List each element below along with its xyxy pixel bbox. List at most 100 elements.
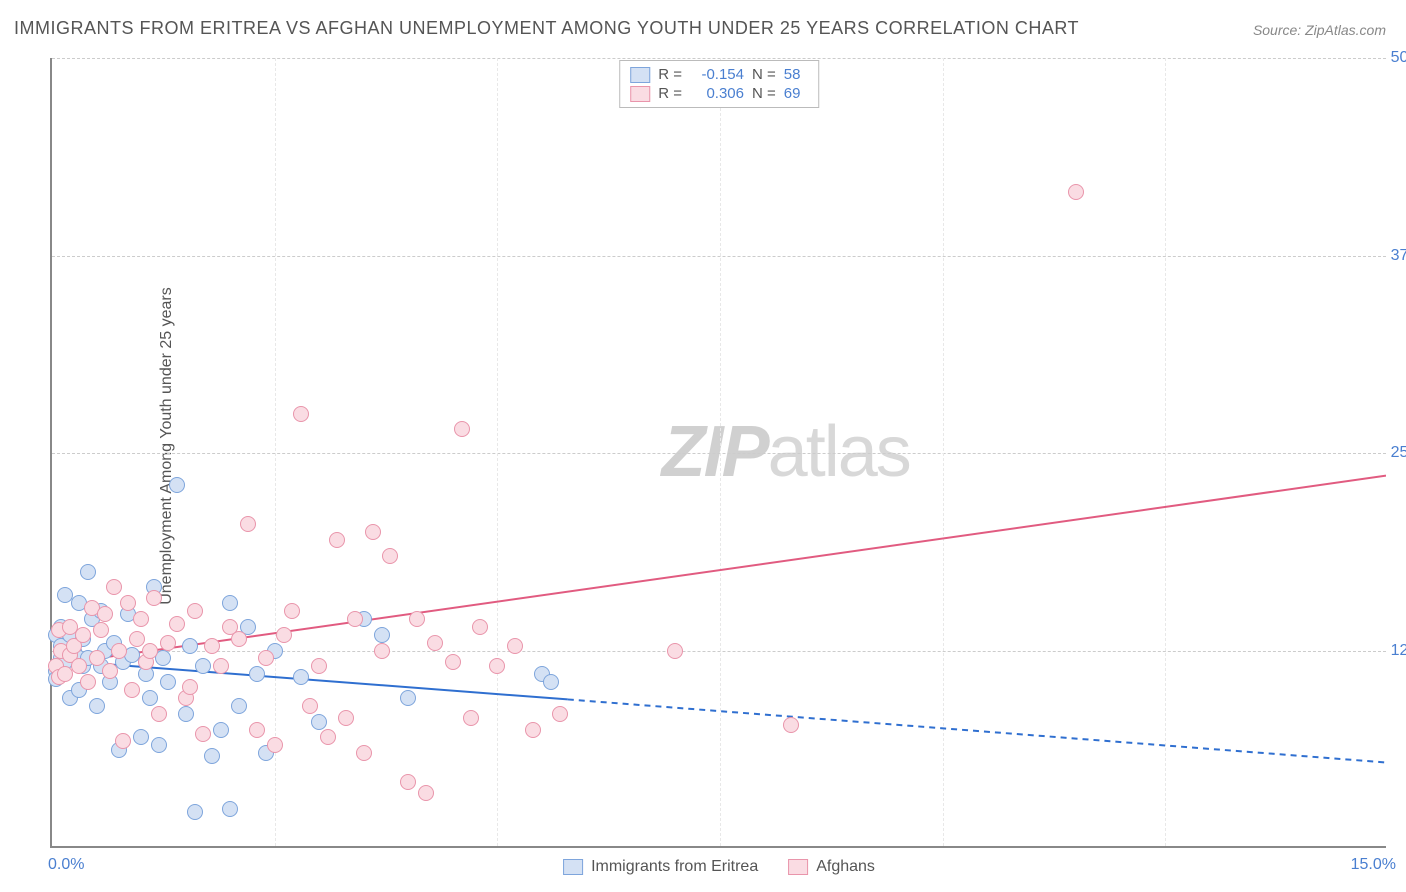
data-point-blue — [178, 706, 194, 722]
data-point-pink — [213, 658, 229, 674]
data-point-pink — [400, 774, 416, 790]
gridline-v — [275, 58, 276, 846]
gridline-v — [720, 58, 721, 846]
data-point-pink — [667, 643, 683, 659]
gridline-h — [52, 651, 1386, 652]
data-point-pink — [102, 663, 118, 679]
data-point-blue — [187, 804, 203, 820]
watermark: ZIPatlas — [662, 411, 910, 493]
data-point-blue — [231, 698, 247, 714]
data-point-pink — [472, 619, 488, 635]
data-point-blue — [293, 669, 309, 685]
data-point-blue — [222, 801, 238, 817]
gridline-v — [943, 58, 944, 846]
data-point-pink — [1068, 184, 1084, 200]
data-point-pink — [320, 729, 336, 745]
y-tick-label: 37.5% — [1386, 247, 1406, 265]
legend-bottom: Immigrants from Eritrea Afghans — [563, 858, 875, 876]
gridline-h — [52, 256, 1386, 257]
data-point-pink — [525, 722, 541, 738]
data-point-pink — [120, 595, 136, 611]
data-point-blue — [155, 650, 171, 666]
gridline-h — [52, 58, 1386, 59]
gridline-v — [1165, 58, 1166, 846]
data-point-pink — [409, 611, 425, 627]
data-point-pink — [240, 516, 256, 532]
data-point-pink — [552, 706, 568, 722]
data-point-blue — [543, 674, 559, 690]
data-point-pink — [418, 785, 434, 801]
data-point-pink — [427, 635, 443, 651]
data-point-pink — [338, 710, 354, 726]
data-point-pink — [115, 733, 131, 749]
legend-row-pink: R = 0.306 N = 69 — [630, 84, 808, 103]
data-point-pink — [284, 603, 300, 619]
data-point-pink — [169, 616, 185, 632]
legend-item-pink: Afghans — [788, 858, 875, 876]
data-point-pink — [133, 611, 149, 627]
x-axis-max-label: 15.0% — [1351, 856, 1396, 874]
data-point-pink — [311, 658, 327, 674]
data-point-pink — [454, 421, 470, 437]
data-point-blue — [89, 698, 105, 714]
data-point-pink — [195, 726, 211, 742]
data-point-pink — [231, 631, 247, 647]
gridline-h — [52, 453, 1386, 454]
data-point-blue — [311, 714, 327, 730]
y-tick-label: 50.0% — [1386, 49, 1406, 67]
data-point-pink — [182, 679, 198, 695]
data-point-blue — [80, 564, 96, 580]
data-point-blue — [204, 748, 220, 764]
data-point-pink — [106, 579, 122, 595]
data-point-pink — [347, 611, 363, 627]
data-point-pink — [204, 638, 220, 654]
data-point-blue — [142, 690, 158, 706]
swatch-pink-icon — [630, 86, 650, 102]
data-point-blue — [182, 638, 198, 654]
data-point-pink — [80, 674, 96, 690]
data-point-pink — [97, 606, 113, 622]
data-point-pink — [463, 710, 479, 726]
data-point-pink — [129, 631, 145, 647]
data-point-blue — [195, 658, 211, 674]
data-point-pink — [507, 638, 523, 654]
data-point-pink — [124, 682, 140, 698]
data-point-pink — [356, 745, 372, 761]
data-point-pink — [151, 706, 167, 722]
data-point-blue — [151, 737, 167, 753]
data-point-pink — [75, 627, 91, 643]
data-point-pink — [187, 603, 203, 619]
data-point-blue — [169, 477, 185, 493]
legend-stats: R = -0.154 N = 58 R = 0.306 N = 69 — [619, 60, 819, 108]
y-tick-label: 25.0% — [1386, 444, 1406, 462]
data-point-pink — [267, 737, 283, 753]
data-point-pink — [445, 654, 461, 670]
data-point-blue — [400, 690, 416, 706]
data-point-pink — [374, 643, 390, 659]
data-point-pink — [258, 650, 274, 666]
data-point-pink — [329, 532, 345, 548]
data-point-blue — [160, 674, 176, 690]
plot-area: ZIPatlas 12.5%25.0%37.5%50.0% R = -0.154… — [50, 58, 1386, 848]
data-point-pink — [382, 548, 398, 564]
swatch-pink-icon — [788, 859, 808, 875]
x-axis-min-label: 0.0% — [48, 856, 84, 874]
data-point-pink — [293, 406, 309, 422]
swatch-blue-icon — [630, 67, 650, 83]
data-point-pink — [489, 658, 505, 674]
data-point-blue — [213, 722, 229, 738]
legend-row-blue: R = -0.154 N = 58 — [630, 65, 808, 84]
y-tick-label: 12.5% — [1386, 642, 1406, 660]
data-point-pink — [146, 590, 162, 606]
data-point-blue — [374, 627, 390, 643]
gridline-v — [497, 58, 498, 846]
data-point-blue — [249, 666, 265, 682]
data-point-pink — [365, 524, 381, 540]
data-point-pink — [111, 643, 127, 659]
swatch-blue-icon — [563, 859, 583, 875]
data-point-pink — [276, 627, 292, 643]
data-point-blue — [222, 595, 238, 611]
data-point-blue — [133, 729, 149, 745]
legend-item-blue: Immigrants from Eritrea — [563, 858, 758, 876]
data-point-pink — [160, 635, 176, 651]
